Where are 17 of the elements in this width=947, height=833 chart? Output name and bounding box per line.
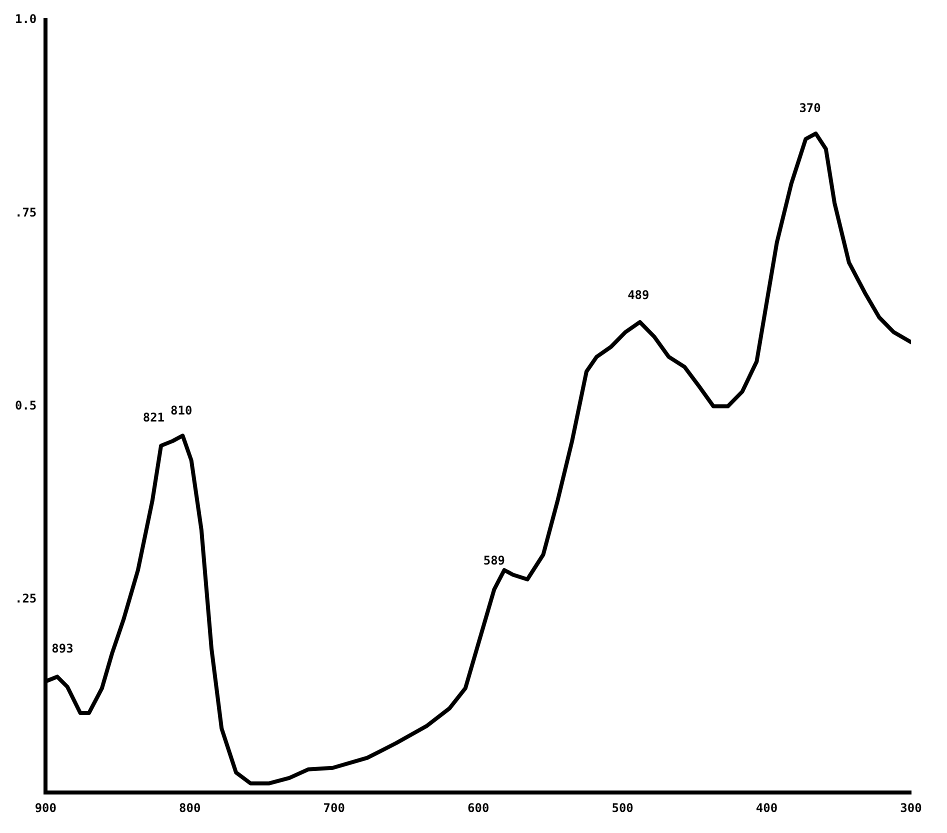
x-tick-label: 300 [900, 800, 922, 815]
y-tick-label: .75 [14, 205, 37, 220]
annotation: 370 [799, 100, 821, 115]
y-tick-label: .25 [14, 592, 37, 606]
x-tick-label: 500 [612, 800, 634, 815]
y-tick-label: 0.5 [14, 398, 37, 412]
annotation: 821 [142, 410, 165, 425]
x-tick-label: 600 [467, 800, 490, 815]
y-tick-label: 1.0 [14, 12, 37, 26]
x-tick-label: 800 [179, 800, 201, 815]
x-tick-label: 400 [756, 800, 778, 815]
annotation: 489 [628, 288, 650, 302]
x-tick-label: 900 [34, 800, 57, 815]
annotation: 810 [170, 404, 192, 418]
x-tick-label: 700 [323, 800, 345, 815]
annotation: 893 [52, 642, 74, 656]
annotation: 589 [483, 554, 506, 568]
